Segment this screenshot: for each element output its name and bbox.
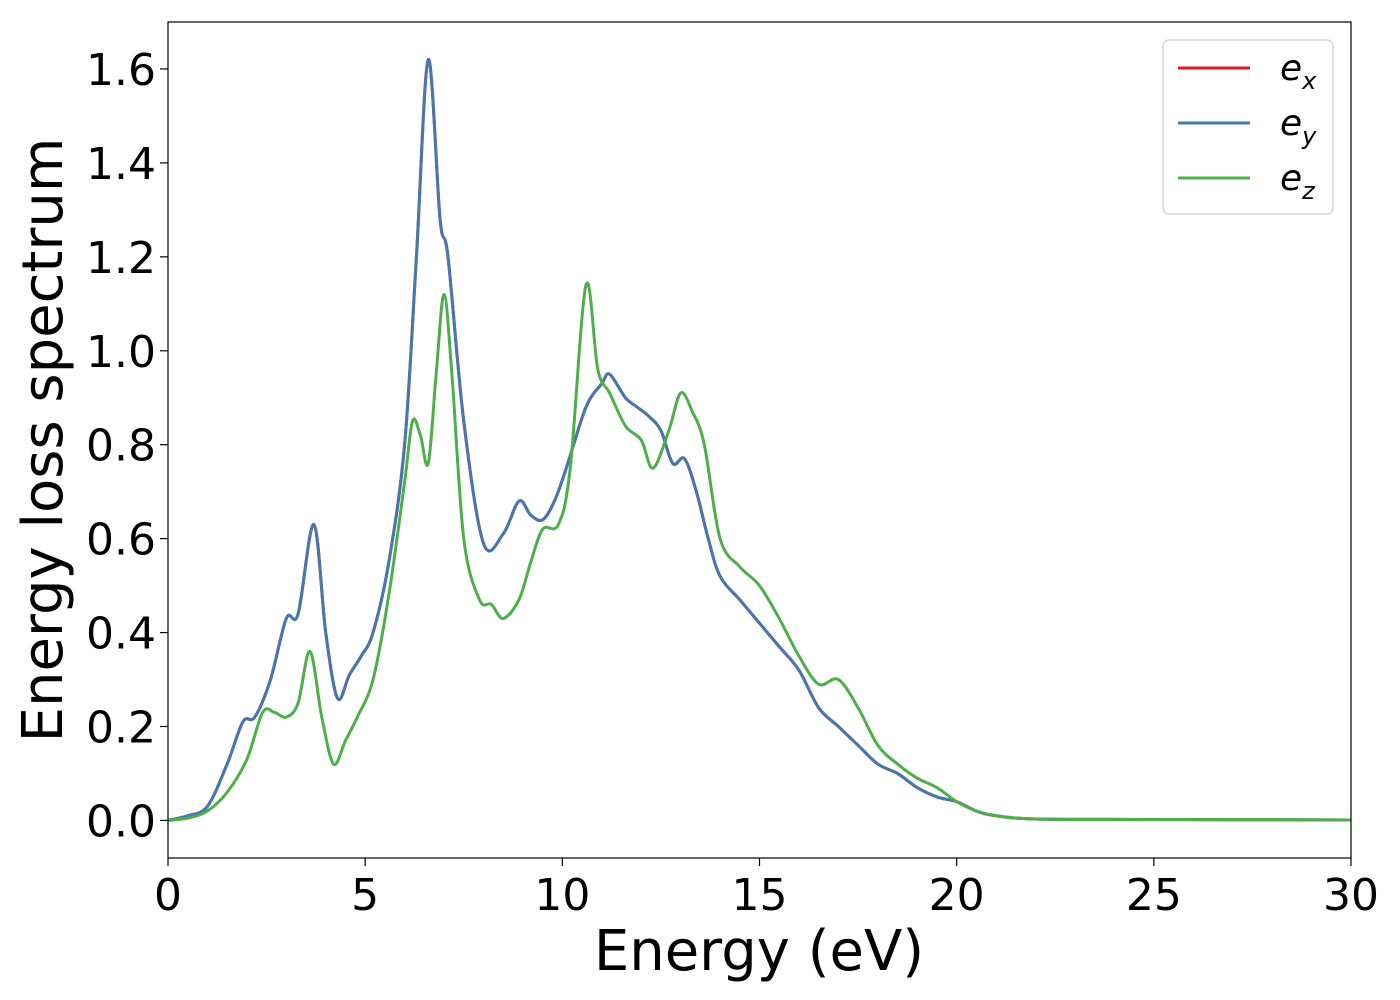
y-tick-label: 0.6: [86, 515, 156, 566]
legend-label: ex: [1280, 48, 1317, 95]
x-tick-label: 0: [154, 870, 182, 921]
x-tick-label: 15: [732, 870, 788, 921]
legend-box: [1162, 39, 1334, 215]
y-axis: 0.0 0.2 0.4 0.6 0.8 1.0 1.2 1.4 1.6: [86, 45, 168, 847]
series-line-e-z: [168, 281, 1351, 822]
y-tick-label: 1.2: [86, 233, 156, 284]
x-tick-label: 10: [534, 870, 590, 921]
x-tick-label: 20: [929, 870, 985, 921]
y-axis-title: Energy loss spectrum: [11, 138, 76, 743]
y-tick-label: 0.4: [86, 609, 156, 660]
x-tick-label: 5: [351, 870, 379, 921]
x-tick-label: 25: [1126, 870, 1182, 921]
y-tick-label: 1.0: [86, 327, 156, 378]
series-line-e-y: [168, 58, 1351, 822]
y-tick-label: 1.6: [86, 45, 156, 96]
x-axis: 0 5 10 15 20 25 30: [154, 858, 1379, 921]
y-tick-label: 1.4: [86, 139, 156, 190]
legend: ex ey ez: [1162, 39, 1334, 215]
y-tick-label: 0.2: [86, 702, 156, 753]
x-tick-label: 30: [1323, 870, 1379, 921]
legend-label: ez: [1280, 158, 1316, 205]
legend-label: ey: [1280, 103, 1317, 150]
plot-area: [168, 22, 1351, 858]
series-layer: [168, 58, 1351, 822]
x-axis-title: Energy (eV): [594, 919, 924, 984]
y-tick-label: 0.8: [86, 421, 156, 472]
y-tick-label: 0.0: [86, 796, 156, 847]
